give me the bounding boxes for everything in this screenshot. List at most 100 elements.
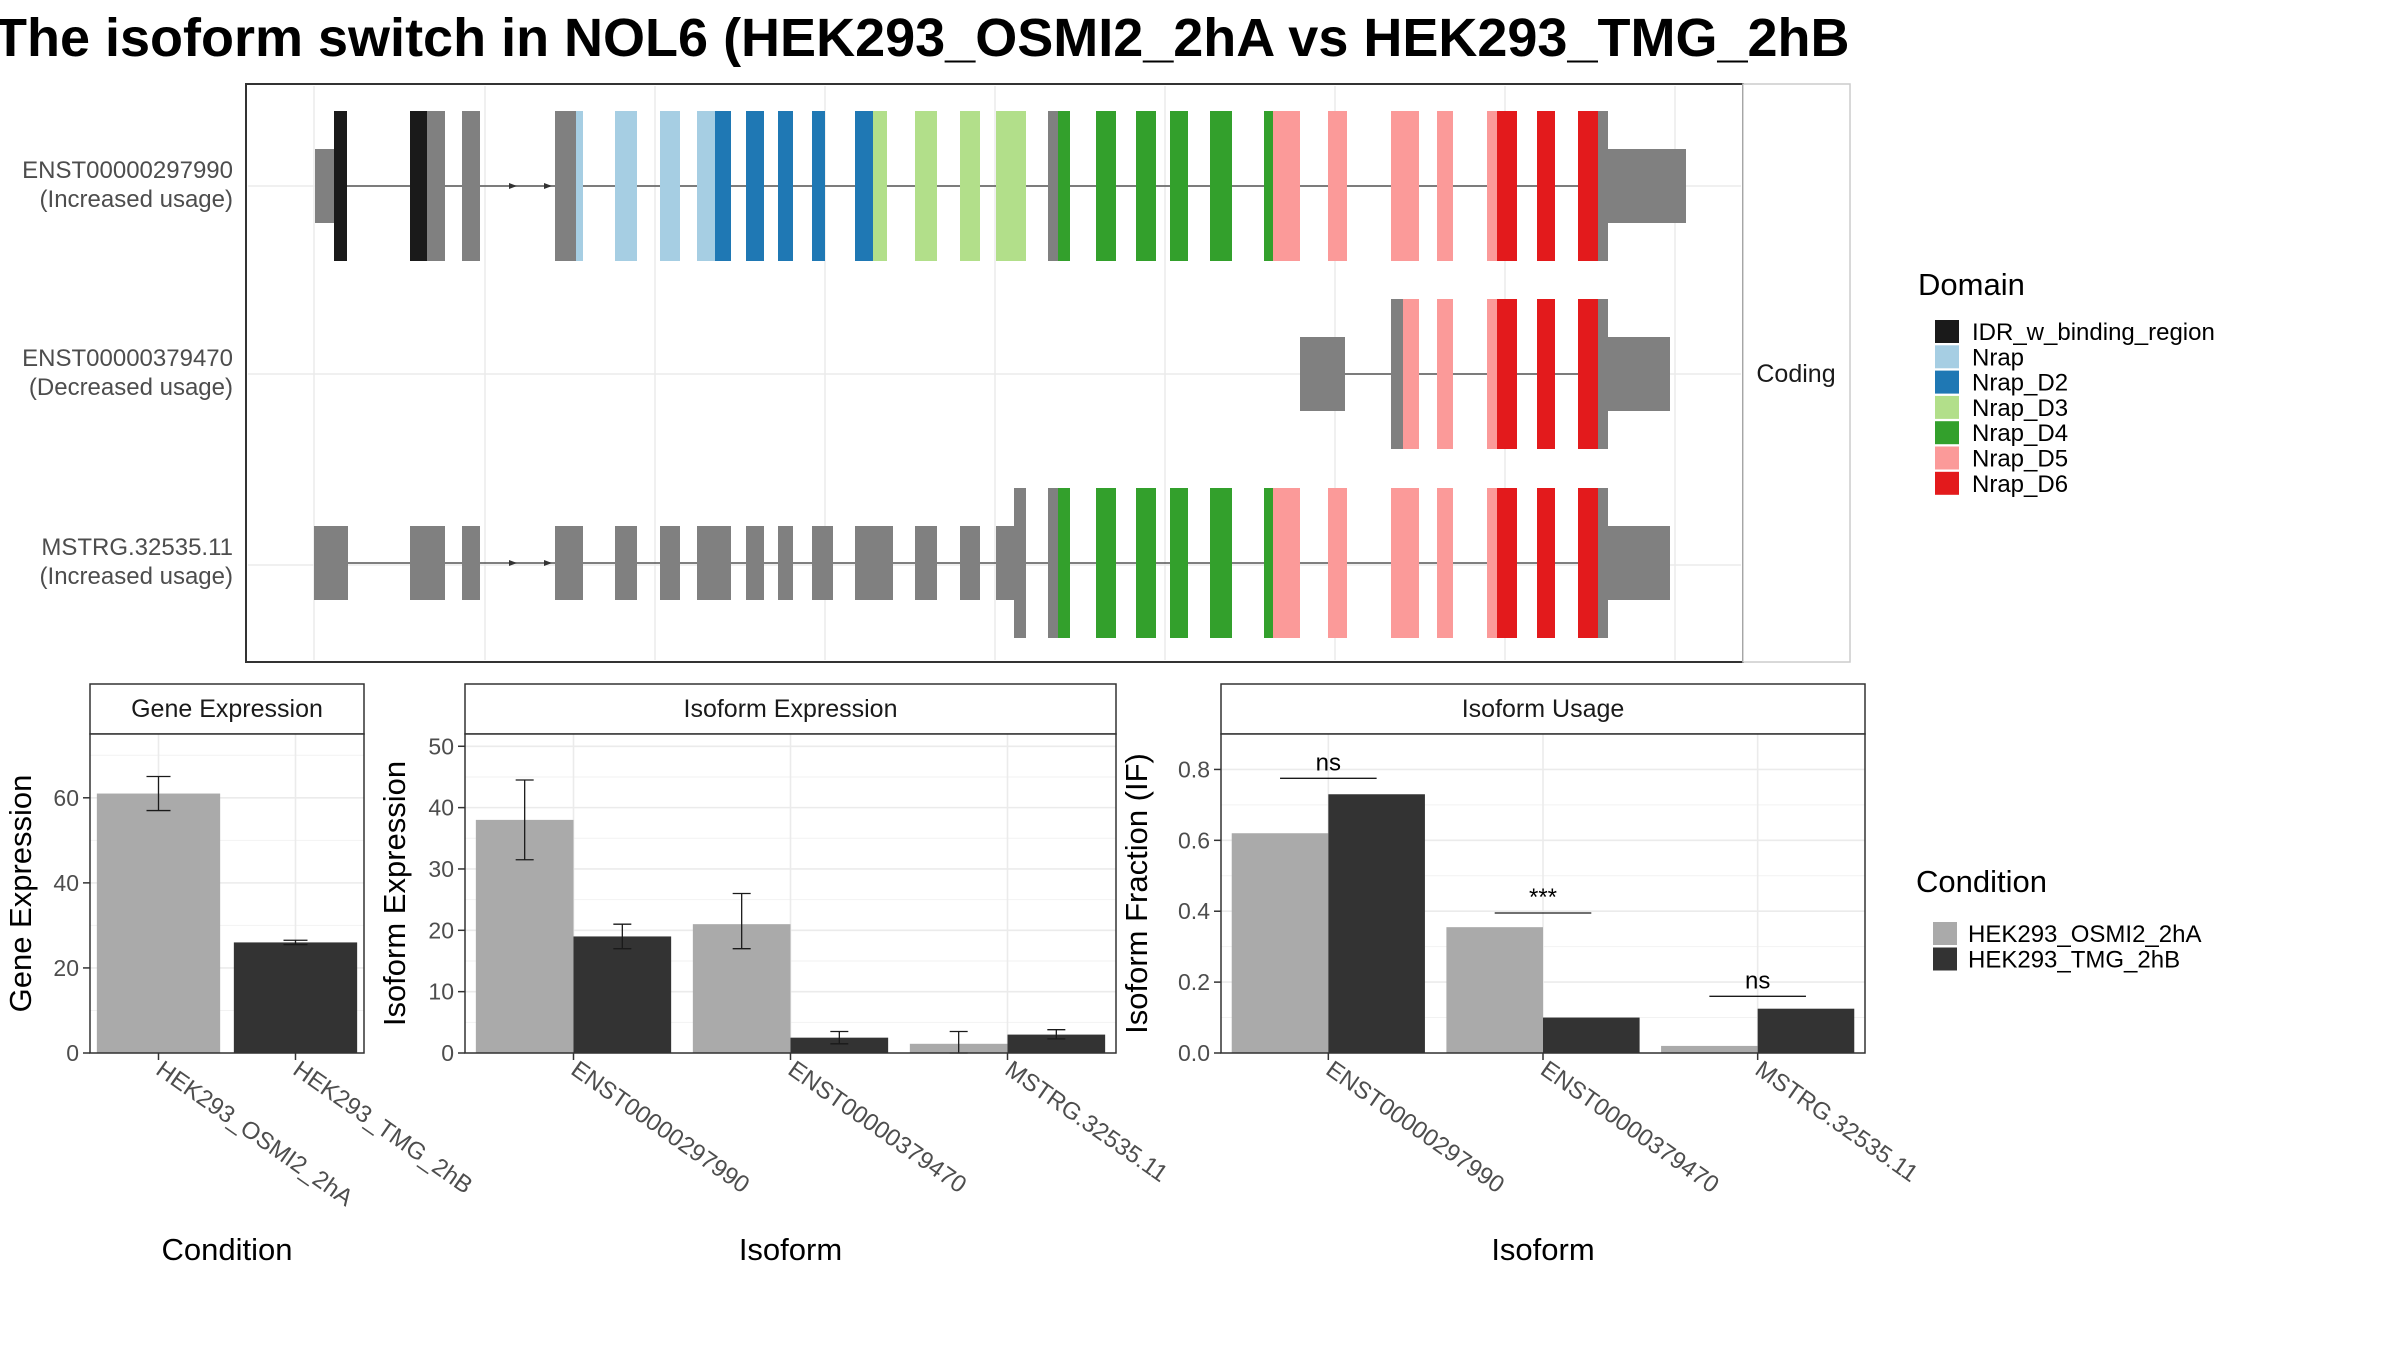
y-axis-title: Isoform Expression xyxy=(377,761,412,1026)
isoform-labels: ENST00000297990(Increased usage) ENST0000… xyxy=(22,157,233,590)
noncoding-exon xyxy=(555,526,583,600)
noncoding-exon xyxy=(697,526,731,600)
y-axis-title: Isoform Fraction (IF) xyxy=(1119,753,1154,1034)
coding-exon xyxy=(1437,299,1453,449)
domain-legend-swatch xyxy=(1935,345,1959,369)
x-tick-label: ENST00000297990 xyxy=(1321,1056,1509,1199)
condition-legend-swatch xyxy=(1933,922,1957,945)
coding-exon xyxy=(812,111,825,261)
coding-exon xyxy=(1598,111,1608,261)
domain-legend-label: Nrap xyxy=(1972,344,2024,371)
noncoding-exon xyxy=(960,526,980,600)
y-tick-label: 0.0 xyxy=(1178,1040,1210,1066)
noncoding-exon xyxy=(778,526,793,600)
noncoding-exon xyxy=(812,526,833,600)
panel-title: Isoform Expression xyxy=(684,695,898,723)
coding-exon xyxy=(960,111,980,261)
noncoding-exon xyxy=(1608,337,1670,411)
coding-exon xyxy=(1537,488,1555,638)
coding-exon xyxy=(1537,111,1555,261)
y-tick-label: 20 xyxy=(428,917,454,943)
noncoding-exon xyxy=(1608,149,1686,223)
y-tick-label: 0.8 xyxy=(1178,756,1210,782)
panel-title: Gene Expression xyxy=(131,695,323,723)
x-tick-label: ENST00000379470 xyxy=(783,1056,971,1199)
structure-facet-label: Coding xyxy=(1756,360,1835,388)
bar xyxy=(1231,833,1329,1053)
coding-exon xyxy=(1264,488,1273,638)
x-tick-label: ENST00000379470 xyxy=(1536,1056,1724,1199)
coding-exon xyxy=(1578,488,1598,638)
domain-legend-swatch xyxy=(1935,471,1959,495)
x-axis-title: Isoform xyxy=(1491,1232,1594,1267)
coding-exon xyxy=(1578,299,1598,449)
coding-exon xyxy=(1210,488,1232,638)
noncoding-exon xyxy=(660,526,680,600)
coding-exon xyxy=(1391,488,1419,638)
y-tick-label: 40 xyxy=(53,870,79,896)
y-tick-label: 10 xyxy=(428,979,454,1005)
domain-legend-swatch xyxy=(1935,395,1959,419)
domain-legend-swatch xyxy=(1935,370,1959,394)
coding-exon xyxy=(1264,111,1273,261)
coding-exon xyxy=(615,111,637,261)
domain-legend-swatch xyxy=(1935,421,1959,445)
x-tick-label: ENST00000297990 xyxy=(566,1056,754,1199)
coding-exon xyxy=(1497,111,1517,261)
coding-exon xyxy=(1048,488,1058,638)
coding-exon xyxy=(996,111,1026,261)
domain-legend-title: Domain xyxy=(1918,267,2025,302)
coding-exon xyxy=(334,111,347,261)
coding-exon xyxy=(1170,488,1188,638)
noncoding-exon xyxy=(615,526,637,600)
coding-exon xyxy=(855,111,873,261)
structure-facet-strip xyxy=(1742,83,1851,663)
noncoding-exon xyxy=(915,526,937,600)
coding-exon xyxy=(1403,299,1419,449)
isoform-status-label: (Increased usage) xyxy=(40,186,233,213)
y-tick-label: 0.4 xyxy=(1178,898,1210,924)
coding-exon xyxy=(715,111,731,261)
coding-exon xyxy=(1048,111,1058,261)
coding-exon xyxy=(1598,299,1608,449)
strand-arrow-icon xyxy=(509,183,517,189)
y-tick-label: 50 xyxy=(428,733,454,759)
y-tick-label: 20 xyxy=(53,955,79,981)
x-tick-label: MSTRG.32535.11 xyxy=(1750,1056,1922,1188)
coding-exon xyxy=(1058,111,1070,261)
domain-legend: Domain IDR_w_binding_regionNrapNrap_D2Nr… xyxy=(1918,267,2215,498)
coding-exon xyxy=(1497,299,1517,449)
strand-arrow-icon xyxy=(544,560,552,566)
y-tick-label: 40 xyxy=(428,795,454,821)
bar xyxy=(233,942,358,1053)
coding-exon xyxy=(880,111,887,261)
coding-exon xyxy=(697,111,715,261)
y-tick-label: 30 xyxy=(428,856,454,882)
figure-title: The isoform switch in NOL6 (HEK293_OSMI2… xyxy=(0,8,1850,68)
domain-legend-label: Nrap_D4 xyxy=(1972,420,2068,447)
strand-arrow-icon xyxy=(544,183,552,189)
coding-exon xyxy=(555,111,576,261)
bar xyxy=(1543,1017,1640,1053)
coding-exon xyxy=(1096,488,1116,638)
condition-legend-label: HEK293_OSMI2_2hA xyxy=(1968,921,2201,948)
coding-exon xyxy=(1437,488,1453,638)
noncoding-exon xyxy=(462,526,480,600)
domain-legend-label: Nrap_D6 xyxy=(1972,471,2068,498)
isoform-id-label: ENST00000379470 xyxy=(22,345,233,372)
domain-legend-label: Nrap_D5 xyxy=(1972,446,2068,473)
isoform-expression-panel: Isoform Expression 0 10 20 30 40 50 ENST0000029… xyxy=(377,683,1173,1267)
coding-exon xyxy=(1391,299,1403,449)
coding-exon xyxy=(1328,111,1347,261)
y-tick-label: 60 xyxy=(53,785,79,811)
coding-exon xyxy=(1136,488,1156,638)
noncoding-exon xyxy=(410,526,445,600)
coding-exon xyxy=(1170,111,1188,261)
coding-exon xyxy=(576,111,583,261)
bar xyxy=(96,793,221,1053)
y-axis-title: Gene Expression xyxy=(3,775,38,1013)
isoform-id-label: ENST00000297990 xyxy=(22,157,233,184)
strand-arrow-icon xyxy=(509,560,517,566)
coding-exon xyxy=(1578,111,1598,261)
